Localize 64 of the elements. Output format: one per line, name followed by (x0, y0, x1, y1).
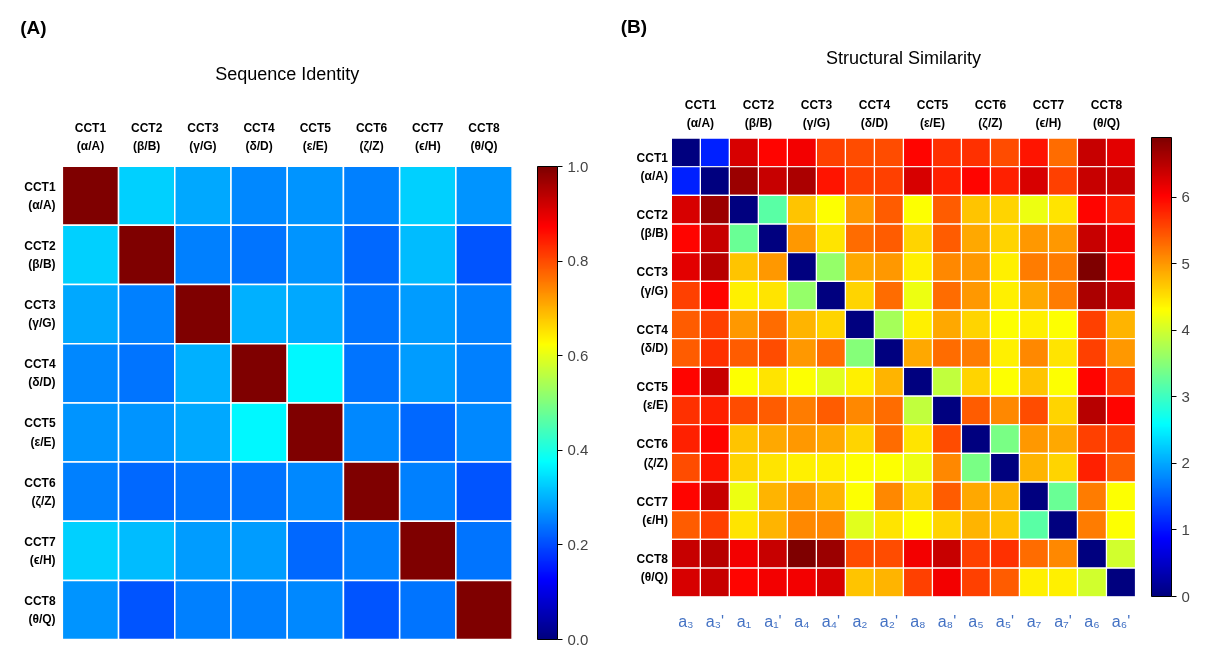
x-tick-label: a₆ (1084, 612, 1100, 630)
text: CCT2 (β/B) (742, 97, 775, 130)
text: (A) (20, 16, 47, 38)
x-tick-label: a₈' (937, 612, 957, 630)
text: CCT1 (α/A) (636, 150, 669, 183)
x-tick-label: a₇ (1026, 612, 1042, 630)
text: CCT4 (δ/D) (858, 97, 891, 130)
x-tick-label: a₂ (852, 612, 868, 630)
x-tick-label: a₅' (995, 612, 1015, 630)
text: CCT8 (θ/Q) (1090, 97, 1123, 130)
text: CCT3 (γ/G) (636, 265, 669, 298)
x-tick-label: CCT5 (ε/E) (299, 120, 332, 153)
text: (B) (620, 15, 648, 37)
x-tick-label: CCT2 (β/B) (131, 120, 163, 153)
y-tick-label: CCT2 (β/B) (24, 238, 56, 272)
x-tick-label: a₁' (764, 612, 782, 630)
text: CCT7 (ϵ/H) (636, 494, 669, 527)
y-tick-label: CCT6 (ζ/Z) (24, 475, 56, 508)
x-tick-label: a₄' (821, 612, 841, 630)
y-tick-label: CCT3 (γ/G) (24, 298, 56, 331)
y-tick-label: CCT5 (ε/E) (24, 416, 56, 449)
color-bar-label: 0.2 (567, 535, 589, 553)
color-bar-label: 4 (1181, 321, 1190, 339)
color-bar-label: 0.4 (567, 441, 589, 459)
x-tick-label: a₁ (736, 612, 752, 630)
x-tick-label: CCT3 (γ/G) (187, 120, 219, 153)
x-tick-label: CCT1 (α/A) (74, 120, 107, 153)
color-bar-label: 2 (1181, 454, 1190, 472)
y-tick-label: CCT7 (ϵ/H) (24, 534, 56, 567)
y-tick-label: CCT1 (α/A) (24, 179, 56, 212)
x-tick-label: a₂' (879, 612, 899, 630)
color-bar-label: 0.8 (567, 252, 589, 270)
x-tick-label: a₃ (678, 612, 694, 630)
color-bar-label: 0 (1181, 587, 1190, 605)
text: CCT5 (ε/E) (636, 380, 669, 413)
color-bar-label: 1 (1181, 520, 1190, 538)
text: CCT7 (ϵ/H) (1032, 97, 1065, 130)
color-bar-label: 0.0 (567, 630, 589, 645)
color-bar-label: 5 (1181, 254, 1190, 272)
x-tick-label: CCT6 (ζ/Z) (355, 120, 388, 153)
x-tick-label: CCT4 (δ/D) (243, 120, 276, 153)
color-bar-label: 6 (1181, 188, 1190, 206)
text: CCT6 (ζ/Z) (974, 97, 1007, 130)
x-tick-label: a₃' (705, 612, 725, 630)
color-bar-label: 1.0 (567, 157, 589, 175)
x-tick-label: a₅ (968, 612, 984, 630)
chart-title: Sequence Identity (215, 64, 360, 85)
x-tick-label: a₈ (910, 612, 926, 630)
y-tick-label: CCT4 (δ/D) (24, 357, 56, 390)
chart-title: Structural Similarity (825, 47, 981, 68)
x-tick-label: a₆' (1111, 612, 1131, 630)
x-tick-label: a₄ (794, 612, 810, 630)
x-tick-label: CCT7 (ϵ/H) (412, 120, 444, 153)
text: CCT3 (γ/G) (800, 97, 833, 130)
text: CCT4 (δ/D) (636, 322, 669, 355)
x-tick-label: CCT8 (θ/Q) (468, 120, 500, 153)
x-tick-label: a₇' (1054, 612, 1072, 630)
text: CCT8 (θ/Q) (636, 552, 669, 585)
color-bar-label: 3 (1181, 387, 1190, 405)
text: CCT1 (α/A) (684, 97, 717, 130)
text: CCT6 (ζ/Z) (636, 437, 669, 470)
text: CCT2 (β/B) (636, 208, 669, 241)
text: CCT5 (ε/E) (916, 97, 949, 130)
color-bar-label: 0.6 (567, 346, 589, 364)
